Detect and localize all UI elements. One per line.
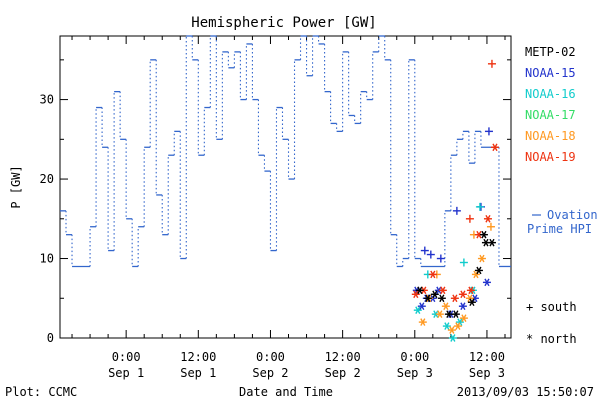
north-marker	[474, 266, 483, 275]
north-marker	[458, 290, 467, 299]
north-marker	[417, 302, 426, 311]
north-marker	[441, 302, 450, 311]
south-marker	[465, 214, 474, 223]
north-marker	[482, 278, 491, 287]
footer-credit: Plot: CCMC	[5, 385, 77, 399]
north-marker	[423, 294, 432, 303]
chart-title: Hemispheric Power [GW]	[191, 15, 376, 31]
y-axis: 0 10 20 30	[40, 59, 511, 345]
north-marker	[415, 286, 424, 295]
north-marker	[466, 286, 475, 295]
south-marker	[486, 222, 495, 231]
north-marker	[453, 322, 462, 330]
north-symbol-label: * north	[526, 332, 577, 346]
x-tick-label: 12:00	[469, 350, 505, 364]
x-tick-label: Sep 1	[108, 366, 144, 380]
x-tick-label: Sep 2	[252, 366, 288, 380]
x-tick-label: Sep 1	[180, 366, 216, 380]
north-marker	[448, 334, 457, 342]
north-marker	[487, 238, 496, 247]
y-tick-label: 0	[47, 331, 54, 345]
north-marker	[451, 310, 460, 318]
legend-item: NOAA-19	[525, 150, 576, 164]
north-marker	[442, 322, 451, 330]
x-tick-label: 0:00	[256, 350, 285, 364]
north-marker	[477, 254, 486, 263]
north-marker	[459, 314, 468, 322]
x-tick-label: 12:00	[325, 350, 361, 364]
south-marker	[459, 258, 468, 267]
south-marker	[420, 246, 429, 255]
north-marker	[411, 290, 420, 299]
y-axis-label: P [GW]	[9, 165, 23, 208]
ovation-label-line2: Prime HPI	[527, 222, 592, 236]
south-marker	[436, 254, 445, 263]
north-marker	[413, 306, 422, 314]
x-axis-label: Date and Time	[239, 385, 333, 399]
north-marker	[450, 294, 459, 303]
south-marker	[484, 127, 493, 136]
south-symbol-label: + south	[526, 300, 577, 314]
x-tick-label: Sep 3	[469, 366, 505, 380]
legend-item: METP-02	[525, 45, 576, 59]
satellite-markers	[411, 59, 499, 342]
x-tick-label: Sep 3	[397, 366, 433, 380]
north-marker	[490, 143, 499, 152]
x-tick-label: 0:00	[112, 350, 141, 364]
north-marker	[447, 326, 456, 334]
y-tick-label: 20	[40, 172, 54, 186]
ovation-hpi-series	[60, 35, 511, 268]
legend-item: NOAA-15	[525, 66, 576, 80]
south-marker	[475, 202, 484, 211]
north-marker	[467, 298, 476, 307]
north-marker	[458, 302, 467, 311]
north-marker	[418, 318, 427, 326]
south-marker	[487, 59, 496, 68]
legend-item: NOAA-18	[525, 129, 576, 143]
north-marker	[483, 214, 492, 223]
north-marker	[479, 230, 488, 239]
north-marker	[437, 294, 446, 303]
north-marker	[438, 286, 447, 295]
legend-item: NOAA-17	[525, 108, 576, 122]
south-marker	[452, 206, 461, 215]
x-tick-label: 12:00	[180, 350, 216, 364]
legend: METP-02 NOAA-15 NOAA-16 NOAA-17 NOAA-18 NOAA-…	[525, 45, 576, 164]
north-marker	[435, 310, 444, 318]
plot-frame	[59, 35, 512, 339]
ovation-label-line1: Ovation	[547, 208, 598, 222]
x-tick-label: 0:00	[400, 350, 429, 364]
x-tick-label: Sep 2	[325, 366, 361, 380]
legend-item: NOAA-16	[525, 87, 576, 101]
north-marker	[430, 290, 439, 299]
x-axis: 0:00 Sep 1 12:00 Sep 1 0:00 Sep 2 12:00 Sep 2 0:…	[71, 36, 506, 380]
y-tick-label: 30	[40, 93, 54, 107]
north-marker	[444, 310, 453, 318]
y-tick-label: 10	[40, 252, 54, 266]
south-marker	[426, 250, 435, 259]
footer-timestamp: 2013/09/03 15:50:07	[457, 385, 594, 399]
north-marker	[428, 270, 437, 279]
